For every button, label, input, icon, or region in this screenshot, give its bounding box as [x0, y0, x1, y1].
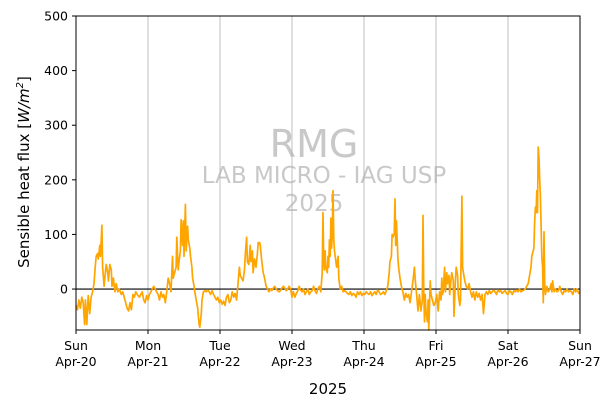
vertical-gridlines — [147, 16, 509, 330]
x-tick-day-apr-20: Sun — [64, 338, 88, 353]
x-tick-day-apr-25: Fri — [429, 338, 444, 353]
series-line-0 — [75, 146, 581, 331]
x-tick-day-apr-23: Wed — [278, 338, 305, 353]
plot-frame — [75, 15, 581, 331]
x-tick-day-apr-26: Sat — [498, 338, 519, 353]
x-tick-date-apr-27: Apr-27 — [559, 354, 600, 369]
x-tick-day-apr-24: Thu — [351, 338, 375, 353]
x-tick-day-apr-22: Tue — [208, 338, 231, 353]
x-tick-date-apr-22: Apr-22 — [199, 354, 240, 369]
x-axis-label: 2025 — [309, 380, 347, 398]
y-tick-label-200: 200 — [44, 172, 68, 187]
y-tick-label-300: 300 — [44, 118, 68, 133]
x-axis-ticks: SunApr-20MonApr-21TueApr-22WedApr-23ThuA… — [55, 330, 601, 369]
y-tick-label-400: 400 — [44, 63, 68, 78]
x-tick-date-apr-20: Apr-20 — [55, 354, 96, 369]
y-axis-ticks: 0 100 200 300 400 500 — [44, 9, 76, 297]
y-axis-label: Sensible heat flux [W/m2] — [15, 76, 33, 268]
y-axis-label-unit: W/m — [15, 88, 33, 123]
series-layer — [75, 146, 581, 331]
y-tick-label-500: 500 — [44, 9, 68, 24]
watermark: RMG LAB MICRO - IAG USP 2025 — [202, 122, 447, 217]
y-axis-label-suffix: ] — [15, 76, 33, 82]
x-tick-date-apr-26: Apr-26 — [487, 354, 528, 369]
watermark-line-3: 2025 — [285, 191, 344, 217]
y-axis-label-exponent: 2 — [15, 82, 26, 88]
x-tick-day-apr-27: Sun — [568, 338, 592, 353]
y-tick-label-100: 100 — [44, 227, 68, 242]
watermark-line-2: LAB MICRO - IAG USP — [202, 163, 447, 189]
x-tick-day-apr-21: Mon — [135, 338, 161, 353]
y-tick-label-0: 0 — [60, 282, 68, 297]
x-tick-date-apr-21: Apr-21 — [127, 354, 168, 369]
x-tick-date-apr-23: Apr-23 — [271, 354, 312, 369]
x-tick-date-apr-24: Apr-24 — [343, 354, 384, 369]
watermark-line-1: RMG — [270, 122, 359, 166]
x-tick-date-apr-25: Apr-25 — [415, 354, 456, 369]
y-axis-label-prefix: Sensible heat flux [ — [15, 123, 33, 268]
